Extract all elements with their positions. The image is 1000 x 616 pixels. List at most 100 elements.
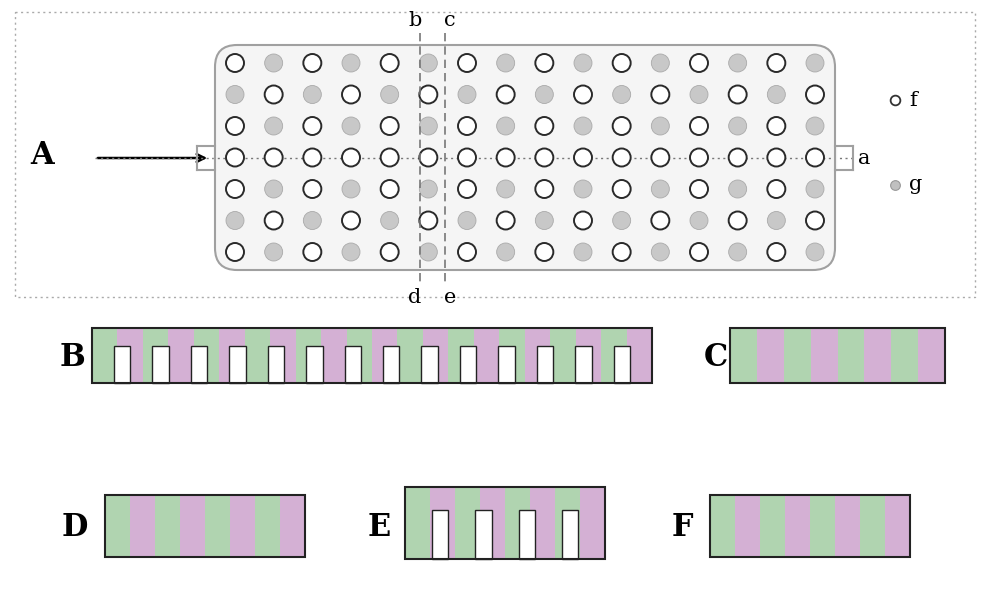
Circle shape: [535, 86, 553, 103]
Circle shape: [729, 180, 747, 198]
Circle shape: [419, 148, 437, 166]
Circle shape: [303, 86, 321, 103]
Text: d: d: [408, 288, 422, 307]
Bar: [885, 495, 910, 557]
Circle shape: [535, 243, 553, 261]
Bar: [423, 328, 448, 383]
Circle shape: [342, 54, 360, 72]
Circle shape: [806, 243, 824, 261]
Bar: [838, 328, 864, 383]
Bar: [785, 495, 810, 557]
Circle shape: [767, 86, 785, 103]
Bar: [130, 495, 155, 557]
Circle shape: [381, 86, 399, 103]
Circle shape: [342, 148, 360, 166]
Circle shape: [651, 211, 669, 230]
Bar: [296, 328, 321, 383]
Bar: [205, 495, 230, 557]
Text: C: C: [704, 342, 728, 373]
Bar: [735, 495, 760, 557]
Circle shape: [535, 211, 553, 230]
Circle shape: [226, 211, 244, 230]
Bar: [530, 487, 555, 559]
Bar: [280, 495, 305, 557]
Circle shape: [381, 180, 399, 198]
Circle shape: [535, 180, 553, 198]
Text: g: g: [909, 176, 922, 195]
Circle shape: [574, 211, 592, 230]
Circle shape: [458, 54, 476, 72]
Circle shape: [729, 243, 747, 261]
Circle shape: [806, 148, 824, 166]
Circle shape: [419, 243, 437, 261]
Circle shape: [729, 86, 747, 103]
Bar: [321, 328, 347, 383]
Circle shape: [574, 86, 592, 103]
Bar: [432, 510, 448, 559]
Bar: [448, 328, 474, 383]
Circle shape: [342, 211, 360, 230]
Circle shape: [767, 243, 785, 261]
Bar: [575, 346, 592, 383]
Bar: [114, 346, 130, 383]
Bar: [860, 495, 885, 557]
Bar: [229, 346, 246, 383]
Bar: [537, 346, 553, 383]
Bar: [155, 495, 180, 557]
Bar: [430, 487, 455, 559]
Bar: [168, 328, 194, 383]
Circle shape: [690, 148, 708, 166]
Bar: [152, 346, 169, 383]
Bar: [480, 487, 505, 559]
Circle shape: [574, 54, 592, 72]
Circle shape: [265, 180, 283, 198]
Bar: [760, 495, 785, 557]
Text: c: c: [444, 11, 456, 30]
Bar: [105, 495, 305, 557]
Bar: [710, 495, 910, 557]
Bar: [306, 346, 323, 383]
Circle shape: [419, 54, 437, 72]
Bar: [117, 328, 143, 383]
Circle shape: [381, 243, 399, 261]
Circle shape: [458, 117, 476, 135]
Text: F: F: [672, 511, 694, 543]
Circle shape: [458, 243, 476, 261]
Bar: [92, 328, 117, 383]
Bar: [405, 487, 430, 559]
Bar: [194, 328, 219, 383]
Circle shape: [574, 117, 592, 135]
Bar: [460, 346, 476, 383]
Circle shape: [613, 54, 631, 72]
Circle shape: [613, 148, 631, 166]
Circle shape: [265, 211, 283, 230]
Circle shape: [265, 54, 283, 72]
Circle shape: [613, 86, 631, 103]
Circle shape: [303, 148, 321, 166]
Bar: [230, 495, 255, 557]
Bar: [810, 495, 835, 557]
Circle shape: [458, 211, 476, 230]
Circle shape: [613, 117, 631, 135]
Circle shape: [690, 211, 708, 230]
Circle shape: [497, 243, 515, 261]
Circle shape: [419, 180, 437, 198]
Bar: [219, 328, 245, 383]
Circle shape: [651, 243, 669, 261]
Circle shape: [458, 148, 476, 166]
Circle shape: [303, 211, 321, 230]
Circle shape: [381, 54, 399, 72]
Circle shape: [342, 117, 360, 135]
Circle shape: [226, 54, 244, 72]
Circle shape: [651, 54, 669, 72]
Circle shape: [535, 54, 553, 72]
Circle shape: [613, 180, 631, 198]
Bar: [505, 487, 530, 559]
Circle shape: [690, 54, 708, 72]
Circle shape: [574, 148, 592, 166]
Bar: [372, 328, 397, 383]
Bar: [92, 328, 652, 383]
Bar: [627, 328, 652, 383]
Bar: [499, 328, 525, 383]
Bar: [421, 346, 438, 383]
